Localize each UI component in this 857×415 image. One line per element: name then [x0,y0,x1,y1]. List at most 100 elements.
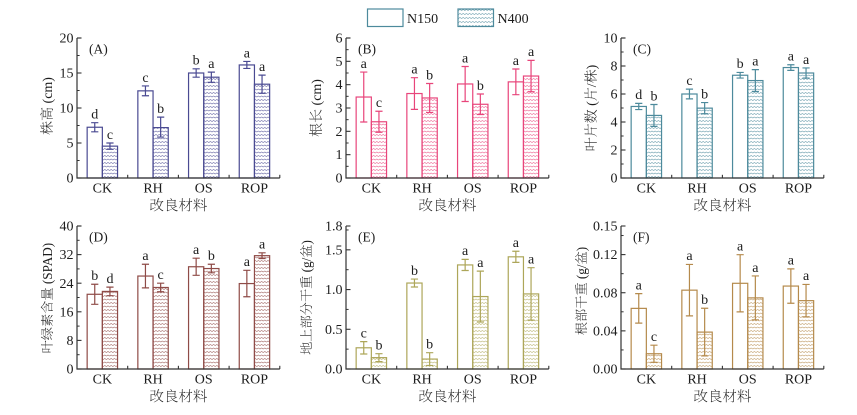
svg-text:OS: OS [464,372,482,387]
svg-text:24: 24 [60,277,74,292]
svg-text:b: b [208,249,215,264]
svg-text:a: a [636,278,643,293]
svg-text:N400: N400 [498,12,529,27]
svg-text:(cm): (cm) [310,79,325,109]
svg-text:0.12: 0.12 [593,248,618,263]
svg-text:a: a [477,256,484,271]
svg-text:OS: OS [739,372,757,387]
svg-text:a: a [752,54,759,69]
svg-text:a: a [259,238,266,253]
svg-text:15: 15 [60,67,74,82]
svg-text:6: 6 [611,88,618,103]
svg-text:a: a [208,57,215,72]
svg-text:c: c [376,96,382,111]
svg-text:CK: CK [637,181,656,196]
svg-text:a: a [462,244,469,259]
svg-text:RH: RH [143,372,162,387]
svg-text:(D): (D) [89,230,108,245]
svg-text:40: 40 [60,220,74,235]
svg-text:0.00: 0.00 [593,363,618,378]
svg-text:ROP: ROP [510,181,537,196]
svg-text:ROP: ROP [241,181,268,196]
svg-text:(: ( [585,101,600,110]
svg-text:a: a [686,249,693,264]
svg-text:4: 4 [336,78,343,93]
svg-text:RH: RH [143,181,162,196]
svg-text:b: b [737,57,744,72]
svg-text:1: 1 [336,148,343,163]
svg-text:a: a [788,254,795,269]
svg-text:b: b [375,338,382,353]
svg-text:32: 32 [60,248,74,263]
svg-text:a: a [361,57,368,72]
svg-text:): ) [299,240,314,244]
svg-text:a: a [788,50,795,65]
svg-text:(SPAD): (SPAD) [40,243,55,288]
svg-text:a: a [803,53,810,68]
svg-text:a: a [244,255,251,270]
svg-text:a: a [528,45,535,60]
svg-text:a: a [244,46,251,61]
svg-text:b: b [193,54,200,69]
svg-text:a: a [142,249,149,264]
svg-text:20: 20 [60,32,74,47]
svg-text:d: d [635,88,642,103]
svg-text:3: 3 [336,102,343,117]
svg-text:c: c [158,268,164,283]
svg-text:a: a [513,54,520,69]
svg-text:(B): (B) [358,42,376,57]
svg-text:): ) [585,64,600,69]
svg-text:0: 0 [611,172,618,187]
svg-text:OS: OS [464,181,482,196]
svg-text:a: a [737,240,744,255]
svg-text:0.04: 0.04 [593,324,618,339]
svg-text:6: 6 [336,32,343,47]
svg-text:RH: RH [687,372,706,387]
svg-text:c: c [686,74,692,89]
svg-text:(A): (A) [89,42,108,57]
svg-text:(g/: (g/ [574,264,589,282]
svg-text:5: 5 [336,55,343,70]
svg-text:b: b [426,68,433,83]
svg-text:16: 16 [60,305,74,320]
svg-text:0.08: 0.08 [593,286,618,301]
svg-text:2: 2 [611,144,618,159]
svg-text:5: 5 [67,137,74,152]
svg-text:c: c [142,71,148,86]
svg-text:8: 8 [67,334,74,349]
svg-text:10: 10 [604,32,618,47]
svg-text:OS: OS [739,181,757,196]
svg-text:0.15: 0.15 [593,220,618,235]
svg-text:(E): (E) [358,230,375,245]
svg-text:b: b [477,79,484,94]
svg-text:CK: CK [93,372,112,387]
svg-text:b: b [426,338,433,353]
svg-text:0: 0 [67,363,74,378]
svg-text:RH: RH [412,181,431,196]
svg-text:d: d [106,272,113,287]
svg-text:a: a [513,236,520,251]
svg-text:CK: CK [93,181,112,196]
svg-text:(g/: (g/ [299,257,314,275]
svg-text:b: b [157,102,164,117]
svg-text:1.0: 1.0 [325,283,343,298]
svg-text:(cm): (cm) [41,77,56,107]
svg-text:0: 0 [67,172,74,187]
svg-text:a: a [752,261,759,276]
svg-text:OS: OS [195,372,213,387]
svg-text:8: 8 [611,60,618,75]
svg-text:ROP: ROP [241,372,268,387]
svg-text:a: a [803,269,810,284]
svg-text:CK: CK [637,372,656,387]
svg-text:1.5: 1.5 [325,243,343,258]
svg-text:/: / [585,83,600,87]
svg-text:c: c [361,326,367,341]
svg-text:c: c [107,128,113,143]
svg-text:): ) [574,247,589,251]
svg-text:ROP: ROP [785,372,812,387]
svg-text:1.8: 1.8 [325,220,343,235]
svg-text:(C): (C) [633,42,651,57]
svg-text:N150: N150 [407,12,438,27]
svg-text:a: a [411,62,418,77]
svg-text:4: 4 [611,116,618,131]
